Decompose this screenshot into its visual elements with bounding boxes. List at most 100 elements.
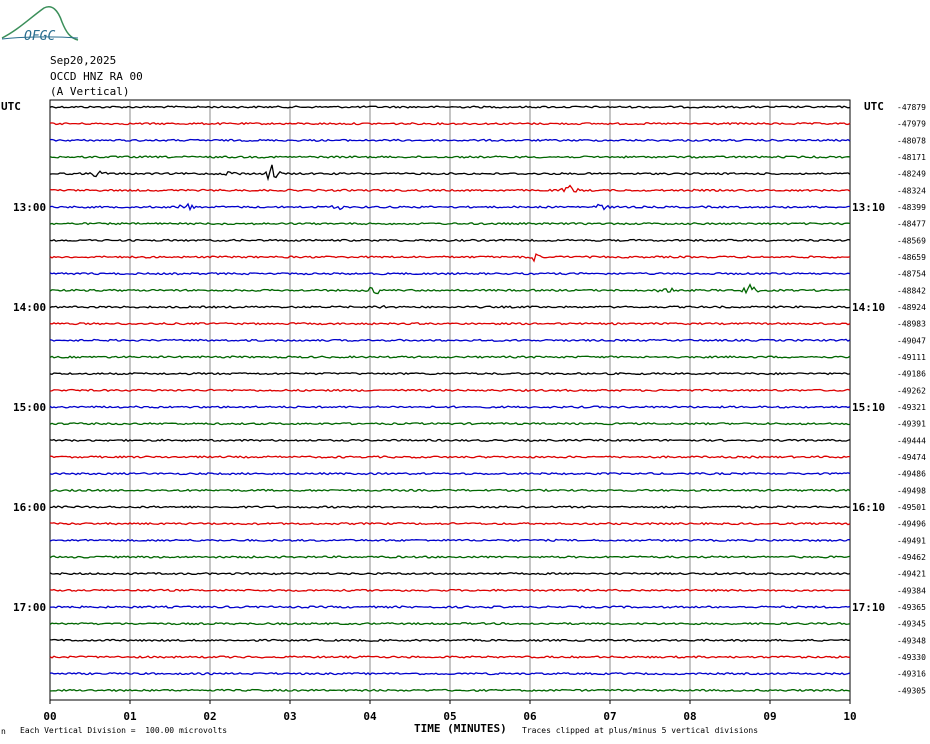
x-tick-label: 00 (43, 710, 56, 723)
x-tick-label: 04 (363, 710, 377, 723)
trace-row (49, 605, 851, 609)
offset-label: -49501 (897, 503, 926, 512)
x-tick-label: 07 (603, 710, 616, 723)
offset-label: -48983 (897, 320, 926, 329)
trace-row (49, 272, 851, 276)
trace-row (49, 538, 851, 542)
x-tick-label: 05 (443, 710, 456, 723)
trace-row (49, 238, 851, 242)
left-time-label: 16:00 (13, 501, 46, 514)
left-time-label: 13:00 (13, 201, 46, 214)
trace-row (49, 155, 851, 159)
x-tick-label: 03 (283, 710, 296, 723)
trace-row (49, 105, 851, 109)
offset-label: -48569 (897, 236, 926, 245)
trace-row (49, 421, 851, 426)
trace-row (50, 505, 851, 509)
offset-label: -49305 (897, 686, 926, 695)
offset-label: -49462 (897, 553, 926, 562)
offset-label: -49316 (897, 670, 926, 679)
trace-row (49, 521, 851, 526)
offset-label: -49496 (897, 520, 926, 529)
x-tick-label: 10 (843, 710, 856, 723)
left-time-label: 15:00 (13, 401, 46, 414)
trace-row (49, 121, 851, 126)
trace-row (49, 222, 851, 226)
offset-label: -49365 (897, 603, 926, 612)
offset-label: -48171 (897, 153, 926, 162)
offset-label: -49262 (897, 386, 926, 395)
left-time-label: 14:00 (13, 301, 46, 314)
division-note: Each Vertical Division = 100.00 microvol… (20, 726, 228, 735)
offset-label: -48324 (897, 186, 926, 195)
utc-label-right: UTC (864, 100, 884, 113)
offset-label: -47979 (897, 120, 926, 129)
trace-row (49, 588, 851, 593)
x-tick-label: 06 (523, 710, 537, 723)
right-time-label: 16:10 (852, 501, 885, 514)
x-tick-label: 01 (123, 710, 137, 723)
offset-label: -49384 (897, 586, 926, 595)
trace-row (49, 671, 851, 676)
trace-row (49, 655, 851, 659)
offset-label: -48924 (897, 303, 926, 312)
offset-label: -48754 (897, 270, 926, 279)
offset-label: -49498 (897, 486, 926, 495)
label-group: 00 01 02 03 04 05 06 07 08 09 10 -47879 -47979 -48078… (13, 103, 926, 723)
offset-label: -49491 (897, 536, 926, 545)
trace-row (49, 405, 851, 409)
logo-text: OFGC (24, 29, 55, 44)
offset-label: -49486 (897, 470, 926, 479)
trace-row (49, 338, 851, 343)
component-label: (A Vertical) (50, 85, 130, 98)
offset-label: -48249 (897, 170, 926, 179)
trace-row (49, 471, 851, 476)
trace-row (49, 164, 851, 182)
offset-label: -49321 (897, 403, 926, 412)
clip-note: Traces clipped at plus/minus 5 vertical … (522, 726, 759, 735)
trace-row (49, 283, 851, 295)
offset-label: -48399 (897, 203, 926, 212)
x-axis-title: TIME (MINUTES) (414, 722, 507, 735)
trace-row (49, 321, 851, 326)
offset-label: -49111 (897, 353, 926, 362)
trace-row (49, 438, 851, 443)
offset-label: -48842 (897, 286, 926, 295)
x-tick-label: 09 (763, 710, 776, 723)
right-time-label: 15:10 (852, 401, 885, 414)
offset-label: -49348 (897, 636, 926, 645)
trace-row (49, 621, 851, 626)
utc-label-left: UTC (1, 100, 21, 113)
offset-label: -49345 (897, 620, 926, 629)
x-tick-label: 02 (203, 710, 216, 723)
plot-grid (49, 99, 851, 704)
ofgc-logo: OFGC (1, 6, 79, 44)
offset-label: -49186 (897, 370, 926, 379)
right-time-label: 17:10 (852, 601, 885, 614)
offset-label: -48477 (897, 220, 926, 229)
offset-label: -47879 (897, 103, 926, 112)
trace-row (49, 688, 851, 692)
offset-label: -49047 (897, 336, 926, 345)
trace-row (49, 488, 851, 492)
offset-label: -49391 (897, 420, 926, 429)
trace-row (49, 355, 851, 359)
date-label: Sep20,2025 (50, 54, 117, 67)
left-time-label: 17:00 (13, 601, 46, 614)
trace-row (49, 388, 851, 393)
trace-row (49, 138, 851, 142)
trace-row (49, 184, 851, 193)
x-tick-label: 08 (683, 710, 696, 723)
trace-row (49, 371, 851, 376)
trace-row (49, 304, 851, 309)
offset-label: -49474 (897, 453, 926, 462)
offset-label: -48659 (897, 253, 926, 262)
offset-label: -49330 (897, 653, 926, 662)
trace-row (49, 638, 851, 643)
corner-mark: n (1, 727, 6, 736)
offset-label: -49421 (897, 570, 926, 579)
right-time-label: 14:10 (852, 301, 885, 314)
station-label: OCCD HNZ RA 00 (50, 70, 143, 83)
